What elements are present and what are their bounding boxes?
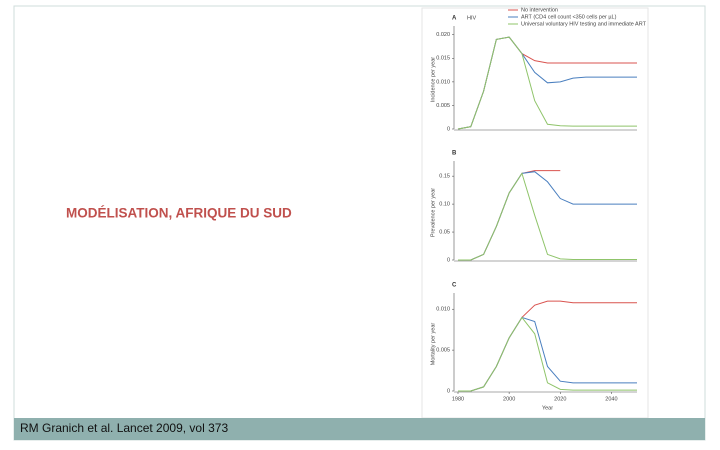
x-tick-label: 2020: [554, 396, 566, 402]
y-tick-label: 0.005: [436, 103, 450, 109]
caption: RM Granich et al. Lancet 2009, vol 373: [20, 421, 228, 435]
y-tick-label: 0: [447, 388, 450, 394]
figure-panel: [421, 7, 649, 419]
y-tick-label: 0.10: [439, 202, 450, 208]
legend-label: Universal voluntary HIV testing and imme…: [521, 21, 647, 27]
y-tick-label: 0.005: [436, 348, 450, 354]
y-tick-label: 0.020: [436, 32, 450, 38]
y-tick-label: 0: [447, 126, 450, 132]
slide-title: MODÉLISATION, AFRIQUE DU SUD: [66, 206, 292, 221]
series-line: [457, 36, 637, 130]
y-tick-label: 0: [447, 257, 450, 263]
panel-label: C: [452, 283, 457, 289]
y-axis-label: Mortality per year: [430, 323, 436, 366]
y-tick-label: 0.015: [436, 56, 450, 62]
series-line: [458, 316, 637, 392]
legend-label: ART (CD4 cell count <350 cells per µL): [521, 14, 617, 20]
x-axis-label: Year: [542, 405, 553, 411]
y-axis-label: Prevalence per year: [430, 188, 436, 237]
x-tick-label: 2040: [605, 396, 617, 402]
y-tick-label: 0.010: [436, 79, 450, 85]
x-tick-label: 1980: [452, 396, 464, 402]
series-line: [458, 172, 637, 261]
y-tick-label: 0.010: [436, 307, 450, 313]
y-tick-label: 0.15: [439, 174, 450, 180]
caption-bar: [14, 418, 705, 440]
panel-label: B: [452, 151, 457, 157]
x-tick-label: 2000: [503, 396, 515, 402]
y-tick-label: 0.05: [439, 230, 450, 236]
panel-title: HIV: [467, 15, 477, 21]
panel-label: A: [452, 16, 457, 22]
legend-label: No intervention: [521, 7, 558, 13]
y-axis-label: Incidence per year: [430, 57, 436, 102]
